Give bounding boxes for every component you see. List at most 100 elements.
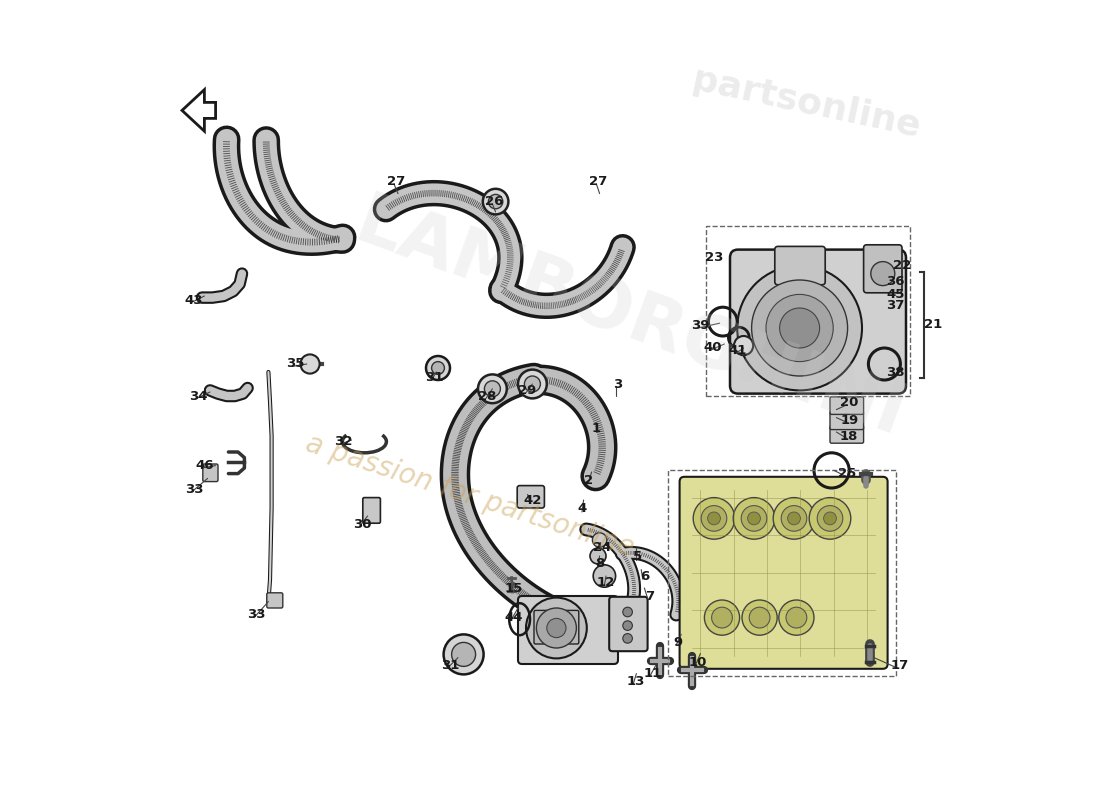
Circle shape	[623, 621, 632, 630]
Text: 44: 44	[505, 611, 524, 624]
Circle shape	[824, 512, 836, 525]
FancyBboxPatch shape	[730, 250, 906, 394]
Circle shape	[742, 600, 778, 635]
Circle shape	[871, 262, 894, 286]
Text: 13: 13	[626, 675, 645, 688]
Text: 1: 1	[592, 422, 601, 434]
Text: 35: 35	[286, 358, 305, 370]
Circle shape	[300, 354, 320, 374]
Circle shape	[701, 506, 727, 531]
Text: 19: 19	[840, 414, 858, 426]
Text: 26: 26	[485, 195, 503, 208]
Circle shape	[781, 506, 806, 531]
Text: 11: 11	[644, 667, 661, 680]
Text: 46: 46	[195, 459, 213, 472]
Text: 22: 22	[893, 259, 911, 272]
FancyBboxPatch shape	[830, 426, 864, 443]
Circle shape	[593, 565, 616, 587]
Circle shape	[749, 607, 770, 628]
Text: 23: 23	[705, 251, 723, 264]
Circle shape	[741, 506, 767, 531]
Text: 41: 41	[729, 344, 747, 357]
Circle shape	[786, 607, 806, 628]
Circle shape	[443, 634, 484, 674]
Text: 10: 10	[689, 656, 707, 669]
Text: 21: 21	[924, 318, 943, 331]
Text: 36: 36	[887, 275, 905, 288]
Circle shape	[734, 498, 774, 539]
Text: 31: 31	[441, 659, 459, 672]
Text: LAMBORGHINI: LAMBORGHINI	[345, 188, 914, 452]
Circle shape	[712, 607, 733, 628]
FancyBboxPatch shape	[609, 597, 648, 651]
Text: 29: 29	[518, 384, 537, 397]
FancyBboxPatch shape	[267, 593, 283, 608]
Text: 3: 3	[614, 378, 623, 390]
FancyBboxPatch shape	[518, 596, 618, 664]
Circle shape	[537, 608, 576, 648]
Text: 4: 4	[578, 502, 586, 514]
Text: 7: 7	[646, 590, 654, 602]
Circle shape	[766, 294, 833, 362]
Circle shape	[693, 498, 735, 539]
Text: 5: 5	[634, 550, 642, 562]
Circle shape	[484, 381, 500, 397]
Text: 28: 28	[478, 390, 497, 402]
Text: 8: 8	[595, 557, 604, 570]
Circle shape	[452, 642, 475, 666]
Text: 40: 40	[703, 341, 722, 354]
Circle shape	[547, 618, 567, 638]
Text: 27: 27	[588, 175, 607, 188]
FancyBboxPatch shape	[864, 245, 902, 293]
Text: 20: 20	[840, 396, 858, 409]
Circle shape	[426, 356, 450, 380]
Text: 9: 9	[673, 636, 683, 649]
Text: 45: 45	[887, 288, 905, 301]
FancyBboxPatch shape	[830, 397, 864, 414]
Circle shape	[488, 194, 503, 209]
Text: 33: 33	[185, 483, 204, 496]
Text: 6: 6	[640, 570, 649, 582]
Text: 42: 42	[524, 494, 541, 506]
Circle shape	[734, 336, 754, 355]
Text: 32: 32	[334, 435, 353, 448]
Circle shape	[623, 634, 632, 643]
Text: 27: 27	[387, 175, 406, 188]
Circle shape	[431, 362, 444, 374]
FancyBboxPatch shape	[202, 464, 218, 482]
Circle shape	[526, 598, 586, 658]
Text: 43: 43	[185, 294, 204, 306]
Text: 24: 24	[593, 541, 612, 554]
FancyBboxPatch shape	[534, 610, 579, 644]
FancyBboxPatch shape	[774, 246, 825, 285]
Text: 37: 37	[887, 299, 905, 312]
Text: a passion for partsonline: a passion for partsonline	[302, 430, 638, 562]
Text: 12: 12	[596, 576, 614, 589]
Text: 31: 31	[425, 371, 443, 384]
Circle shape	[737, 266, 862, 390]
Circle shape	[518, 370, 547, 398]
Text: 33: 33	[248, 608, 266, 621]
Text: 38: 38	[887, 366, 905, 378]
Circle shape	[748, 512, 760, 525]
Circle shape	[817, 506, 843, 531]
Text: 30: 30	[353, 518, 372, 530]
Circle shape	[704, 600, 739, 635]
Text: 17: 17	[891, 659, 909, 672]
Circle shape	[779, 600, 814, 635]
Circle shape	[590, 548, 606, 564]
FancyBboxPatch shape	[680, 477, 888, 669]
Circle shape	[788, 512, 801, 525]
Text: 15: 15	[505, 582, 524, 595]
Bar	[669, 470, 896, 676]
Text: 39: 39	[691, 319, 710, 332]
Circle shape	[483, 189, 508, 214]
Text: 25: 25	[838, 467, 857, 480]
Circle shape	[478, 374, 507, 403]
Circle shape	[810, 498, 850, 539]
Text: 34: 34	[189, 390, 207, 402]
Circle shape	[780, 308, 820, 348]
Circle shape	[751, 280, 848, 376]
Circle shape	[707, 512, 721, 525]
FancyBboxPatch shape	[517, 486, 544, 508]
